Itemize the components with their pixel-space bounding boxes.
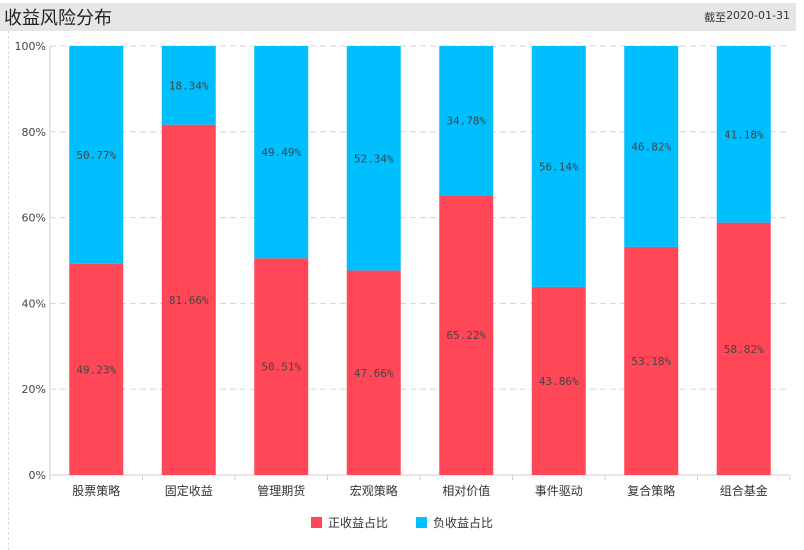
bar-negative[interactable] — [624, 46, 679, 247]
legend-swatch-negative — [416, 517, 427, 528]
bar-positive[interactable] — [254, 258, 309, 475]
data-label-negative: 46.82% — [631, 140, 671, 153]
x-tick-label: 复合策略 — [627, 483, 675, 498]
x-tick-label: 固定收益 — [165, 483, 213, 498]
bar-negative[interactable] — [716, 46, 771, 223]
data-label-positive: 50.51% — [261, 361, 301, 374]
data-label-positive: 65.22% — [446, 329, 486, 342]
legend-label-negative: 负收益占比 — [433, 516, 494, 530]
data-label-negative: 50.77% — [76, 149, 116, 162]
data-label-positive: 81.66% — [169, 294, 209, 307]
bar-negative[interactable] — [254, 46, 309, 259]
bar-negative[interactable] — [439, 46, 494, 196]
data-label-negative: 34.78% — [446, 115, 486, 128]
as-of-date-prefix: 截至 — [704, 11, 727, 24]
legend-item-negative[interactable]: 负收益占比 — [416, 514, 493, 531]
bar-negative[interactable] — [346, 46, 401, 271]
x-tick-label: 事件驱动 — [535, 484, 583, 498]
data-label-negative: 56.14% — [539, 160, 579, 173]
x-tick-label: 相对价值 — [442, 483, 490, 498]
legend-item-positive[interactable]: 正收益占比 — [310, 514, 388, 531]
bar-positive[interactable] — [161, 124, 216, 476]
y-tick-label: 0% — [29, 469, 46, 482]
as-of-date: 截至 2020-01-31 — [704, 9, 790, 25]
data-label-negative: 49.49% — [261, 146, 301, 159]
bar-negative[interactable] — [531, 46, 586, 287]
chart-header: 收益风险分布 截至 2020-01-31 — [0, 3, 796, 31]
legend-label-positive: 正收益占比 — [327, 516, 388, 530]
data-label-positive: 43.86% — [539, 375, 579, 388]
bar-positive[interactable] — [346, 270, 401, 475]
bar-positive[interactable] — [439, 195, 494, 475]
data-label-negative: 18.34% — [169, 79, 209, 92]
y-tick-label: 60% — [22, 212, 46, 225]
x-tick-label: 股票策略 — [72, 483, 120, 498]
data-label-positive: 58.82% — [724, 343, 764, 356]
data-label-positive: 47.66% — [354, 367, 394, 380]
y-tick-label: 20% — [22, 383, 46, 396]
x-tick-label: 组合基金 — [720, 483, 768, 498]
y-tick-label: 40% — [22, 297, 46, 310]
legend-swatch-positive — [310, 517, 322, 528]
bar-positive[interactable] — [624, 246, 679, 475]
bar-negative[interactable] — [69, 46, 124, 264]
bar-positive[interactable] — [531, 286, 586, 475]
y-tick-label: 80% — [22, 126, 46, 139]
left-dashed-border — [8, 31, 9, 550]
as-of-date-value: 2020-01-31 — [726, 9, 790, 22]
bar-positive[interactable] — [716, 222, 771, 475]
data-label-positive: 53.18% — [631, 355, 671, 368]
legend: 正收益占比 负收益占比 — [0, 514, 804, 531]
stacked-bar-chart: 0% 20% 40% 60% 80% 100% 49.23% 50.77% 股票策略 81.66%… — [15, 40, 791, 498]
x-tick-label: 管理期货 — [257, 483, 305, 498]
data-label-negative: 41.18% — [724, 128, 764, 141]
y-tick-label: 100% — [15, 40, 46, 53]
bar-positive[interactable] — [69, 263, 124, 475]
data-label-negative: 52.34% — [354, 152, 394, 165]
x-tick-label: 宏观策略 — [350, 483, 398, 498]
data-label-positive: 49.23% — [76, 363, 116, 376]
bar-negative[interactable] — [161, 46, 216, 125]
chart-title: 收益风险分布 — [4, 8, 112, 29]
